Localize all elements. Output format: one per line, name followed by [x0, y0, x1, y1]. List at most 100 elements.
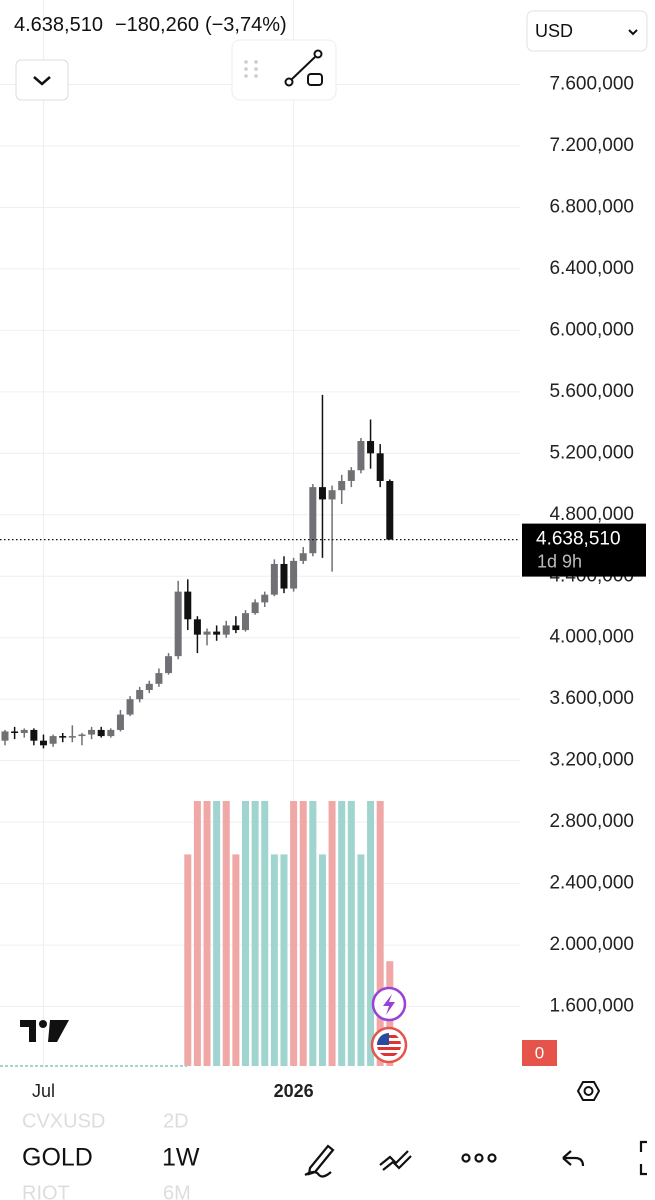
- candle-body: [347, 470, 355, 481]
- bolt-icon[interactable]: [371, 986, 407, 1022]
- volume-bar: [213, 801, 221, 1066]
- currency-label[interactable]: USD: [535, 21, 573, 41]
- indicator-label: 0: [535, 1043, 544, 1062]
- y-tick-label: 3.200,000: [549, 750, 634, 771]
- candle-body: [136, 689, 144, 700]
- y-tick-label: 3.600,000: [549, 688, 634, 709]
- settings-icon[interactable]: [576, 1081, 601, 1101]
- candle-body: [328, 490, 336, 500]
- candle-body: [59, 736, 67, 738]
- volume-bar: [203, 801, 211, 1066]
- candle-body: [20, 729, 28, 734]
- volume-bar: [242, 801, 249, 1066]
- candle-body: [88, 729, 96, 735]
- volume-bar: [232, 854, 240, 1066]
- symbol[interactable]: GOLD: [22, 1144, 93, 1172]
- y-tick-label: 7.200,000: [549, 135, 634, 156]
- trendline-tool[interactable]: [284, 49, 323, 87]
- indicators-tool[interactable]: [379, 1150, 412, 1171]
- candle-body: [232, 625, 240, 631]
- y-tick-label: 7.600,000: [549, 74, 634, 95]
- candle-body: [68, 736, 76, 738]
- volume-bar: [299, 801, 307, 1066]
- candle-body: [145, 683, 153, 690]
- collapse-box[interactable]: [15, 59, 69, 101]
- tradingview-logo: [20, 1020, 69, 1042]
- volume-bar: [347, 801, 355, 1066]
- volume-bar: [367, 801, 375, 1066]
- candle-body: [338, 480, 346, 491]
- prev-interval: 2D: [163, 1110, 189, 1132]
- y-tick-label: 6.000,000: [549, 319, 634, 340]
- candle-body: [97, 729, 105, 737]
- candle-body: [78, 734, 86, 737]
- volume-bar: [270, 854, 278, 1066]
- y-tick-label: 1.600,000: [549, 996, 634, 1017]
- prev-symbol: CVXUSD: [22, 1110, 105, 1132]
- volume-bar: [376, 801, 384, 1066]
- volume-bar: [357, 854, 365, 1066]
- candle-body: [203, 631, 211, 635]
- volume-bar: [309, 801, 317, 1066]
- last-price-label: 4.638,510: [536, 529, 621, 550]
- candle-body: [165, 656, 173, 674]
- volume-bar: [338, 801, 346, 1066]
- collapse-button[interactable]: [15, 59, 69, 101]
- more-tool[interactable]: [461, 1153, 497, 1163]
- flag-icon[interactable]: [370, 1026, 408, 1064]
- x-tick-label: Jul: [32, 1081, 55, 1101]
- undo-tool[interactable]: [562, 1150, 585, 1167]
- bottom-toolbar: [304, 1140, 647, 1178]
- y-tick-label: 2.400,000: [549, 873, 634, 894]
- volume-bar: [280, 854, 288, 1066]
- candle-body: [116, 714, 124, 730]
- drawing-toolbar-box: [231, 39, 337, 101]
- candle-body: [174, 591, 182, 657]
- last-price-box: [522, 523, 646, 577]
- candle-body: [309, 487, 317, 554]
- y-tick-label: 6.800,000: [549, 196, 634, 217]
- currency-select[interactable]: USD: [526, 10, 648, 52]
- candle-body: [39, 740, 47, 746]
- candle-body: [357, 441, 365, 471]
- candle-body: [30, 729, 38, 741]
- volume-bar: [251, 801, 259, 1066]
- candle-body: [222, 625, 230, 635]
- candle-body: [280, 563, 288, 589]
- candle-body: [126, 699, 134, 715]
- candle-body: [376, 453, 384, 481]
- volume-bar: [222, 801, 230, 1066]
- fullscreen-tool[interactable]: [639, 1140, 647, 1176]
- candle-body: [184, 591, 192, 620]
- volume-bar: [318, 854, 326, 1066]
- drag-handle: [244, 60, 258, 78]
- candle-body: [155, 673, 163, 684]
- candle-body: [386, 480, 394, 540]
- y-tick-label: 2.800,000: [549, 811, 634, 832]
- candle-body: [251, 602, 259, 614]
- volume-bar: [261, 801, 269, 1066]
- candle-body: [290, 560, 298, 589]
- y-tick-label: 5.200,000: [549, 442, 634, 463]
- header-change: −180,260: [115, 14, 199, 36]
- pen-tool[interactable]: [304, 1144, 335, 1178]
- candle-body: [367, 441, 375, 454]
- header-quote: 4.638,510 −180,260 (−3,74%): [14, 14, 287, 36]
- next-interval: 6M: [163, 1182, 191, 1200]
- y-tick-label: 4.800,000: [549, 504, 634, 525]
- volume-bar: [184, 854, 192, 1066]
- volume-bar: [290, 801, 298, 1066]
- currency-box[interactable]: [526, 10, 648, 52]
- header-change-pct: (−3,74%): [205, 14, 287, 36]
- next-symbol: RIOT: [22, 1182, 70, 1200]
- indicator-box: [522, 1040, 557, 1066]
- y-tick-label: 5.600,000: [549, 381, 634, 402]
- candle-body: [270, 563, 278, 595]
- interval[interactable]: 1W: [162, 1144, 200, 1172]
- candle-body: [107, 729, 115, 737]
- y-tick-label: 6.400,000: [549, 258, 634, 279]
- drawing-toolbar[interactable]: [231, 39, 337, 101]
